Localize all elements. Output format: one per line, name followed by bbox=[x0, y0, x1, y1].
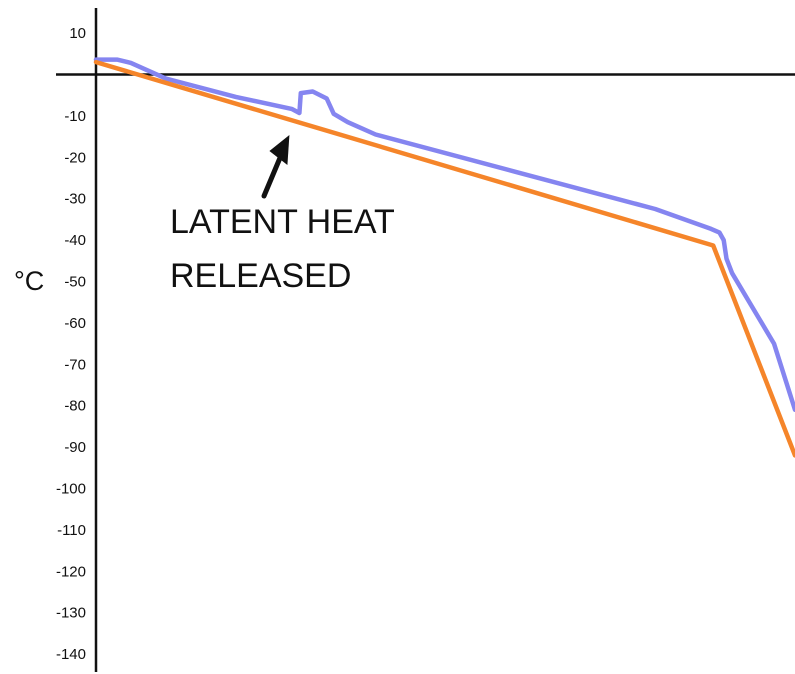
y-tick-label: 10 bbox=[69, 25, 86, 42]
y-tick-label: -20 bbox=[64, 149, 86, 166]
y-tick-label: -90 bbox=[64, 439, 86, 456]
y-axis-label: °C bbox=[14, 266, 44, 296]
y-tick-label: -70 bbox=[64, 356, 86, 373]
series-line-2 bbox=[93, 59, 795, 458]
y-tick-label: -80 bbox=[64, 398, 86, 415]
y-tick-label: -40 bbox=[64, 232, 86, 249]
annotation-arrow-head bbox=[269, 135, 290, 166]
annotation-text-line: RELEASED bbox=[170, 257, 351, 295]
y-tick-label: -30 bbox=[64, 191, 86, 208]
y-tick-label: -140 bbox=[56, 646, 86, 663]
y-tick-label: -100 bbox=[56, 481, 86, 498]
y-tick-label: -130 bbox=[56, 605, 86, 622]
y-tick-label: -10 bbox=[64, 108, 86, 125]
annotation-text-line: LATENT HEAT bbox=[170, 203, 395, 241]
y-tick-label: -60 bbox=[64, 315, 86, 332]
y-tick-label: -110 bbox=[57, 522, 86, 539]
series-lines bbox=[93, 57, 795, 458]
y-axis: 10 -10 -20 -30 -40 -50 -60 -70 -80 -90 -100 -110 -12… bbox=[56, 8, 98, 672]
y-tick-label: -50 bbox=[64, 274, 86, 291]
y-tick-label: -120 bbox=[56, 563, 86, 580]
annotation: LATENT HEAT RELEASED bbox=[170, 135, 395, 295]
series-line-1 bbox=[93, 57, 795, 413]
